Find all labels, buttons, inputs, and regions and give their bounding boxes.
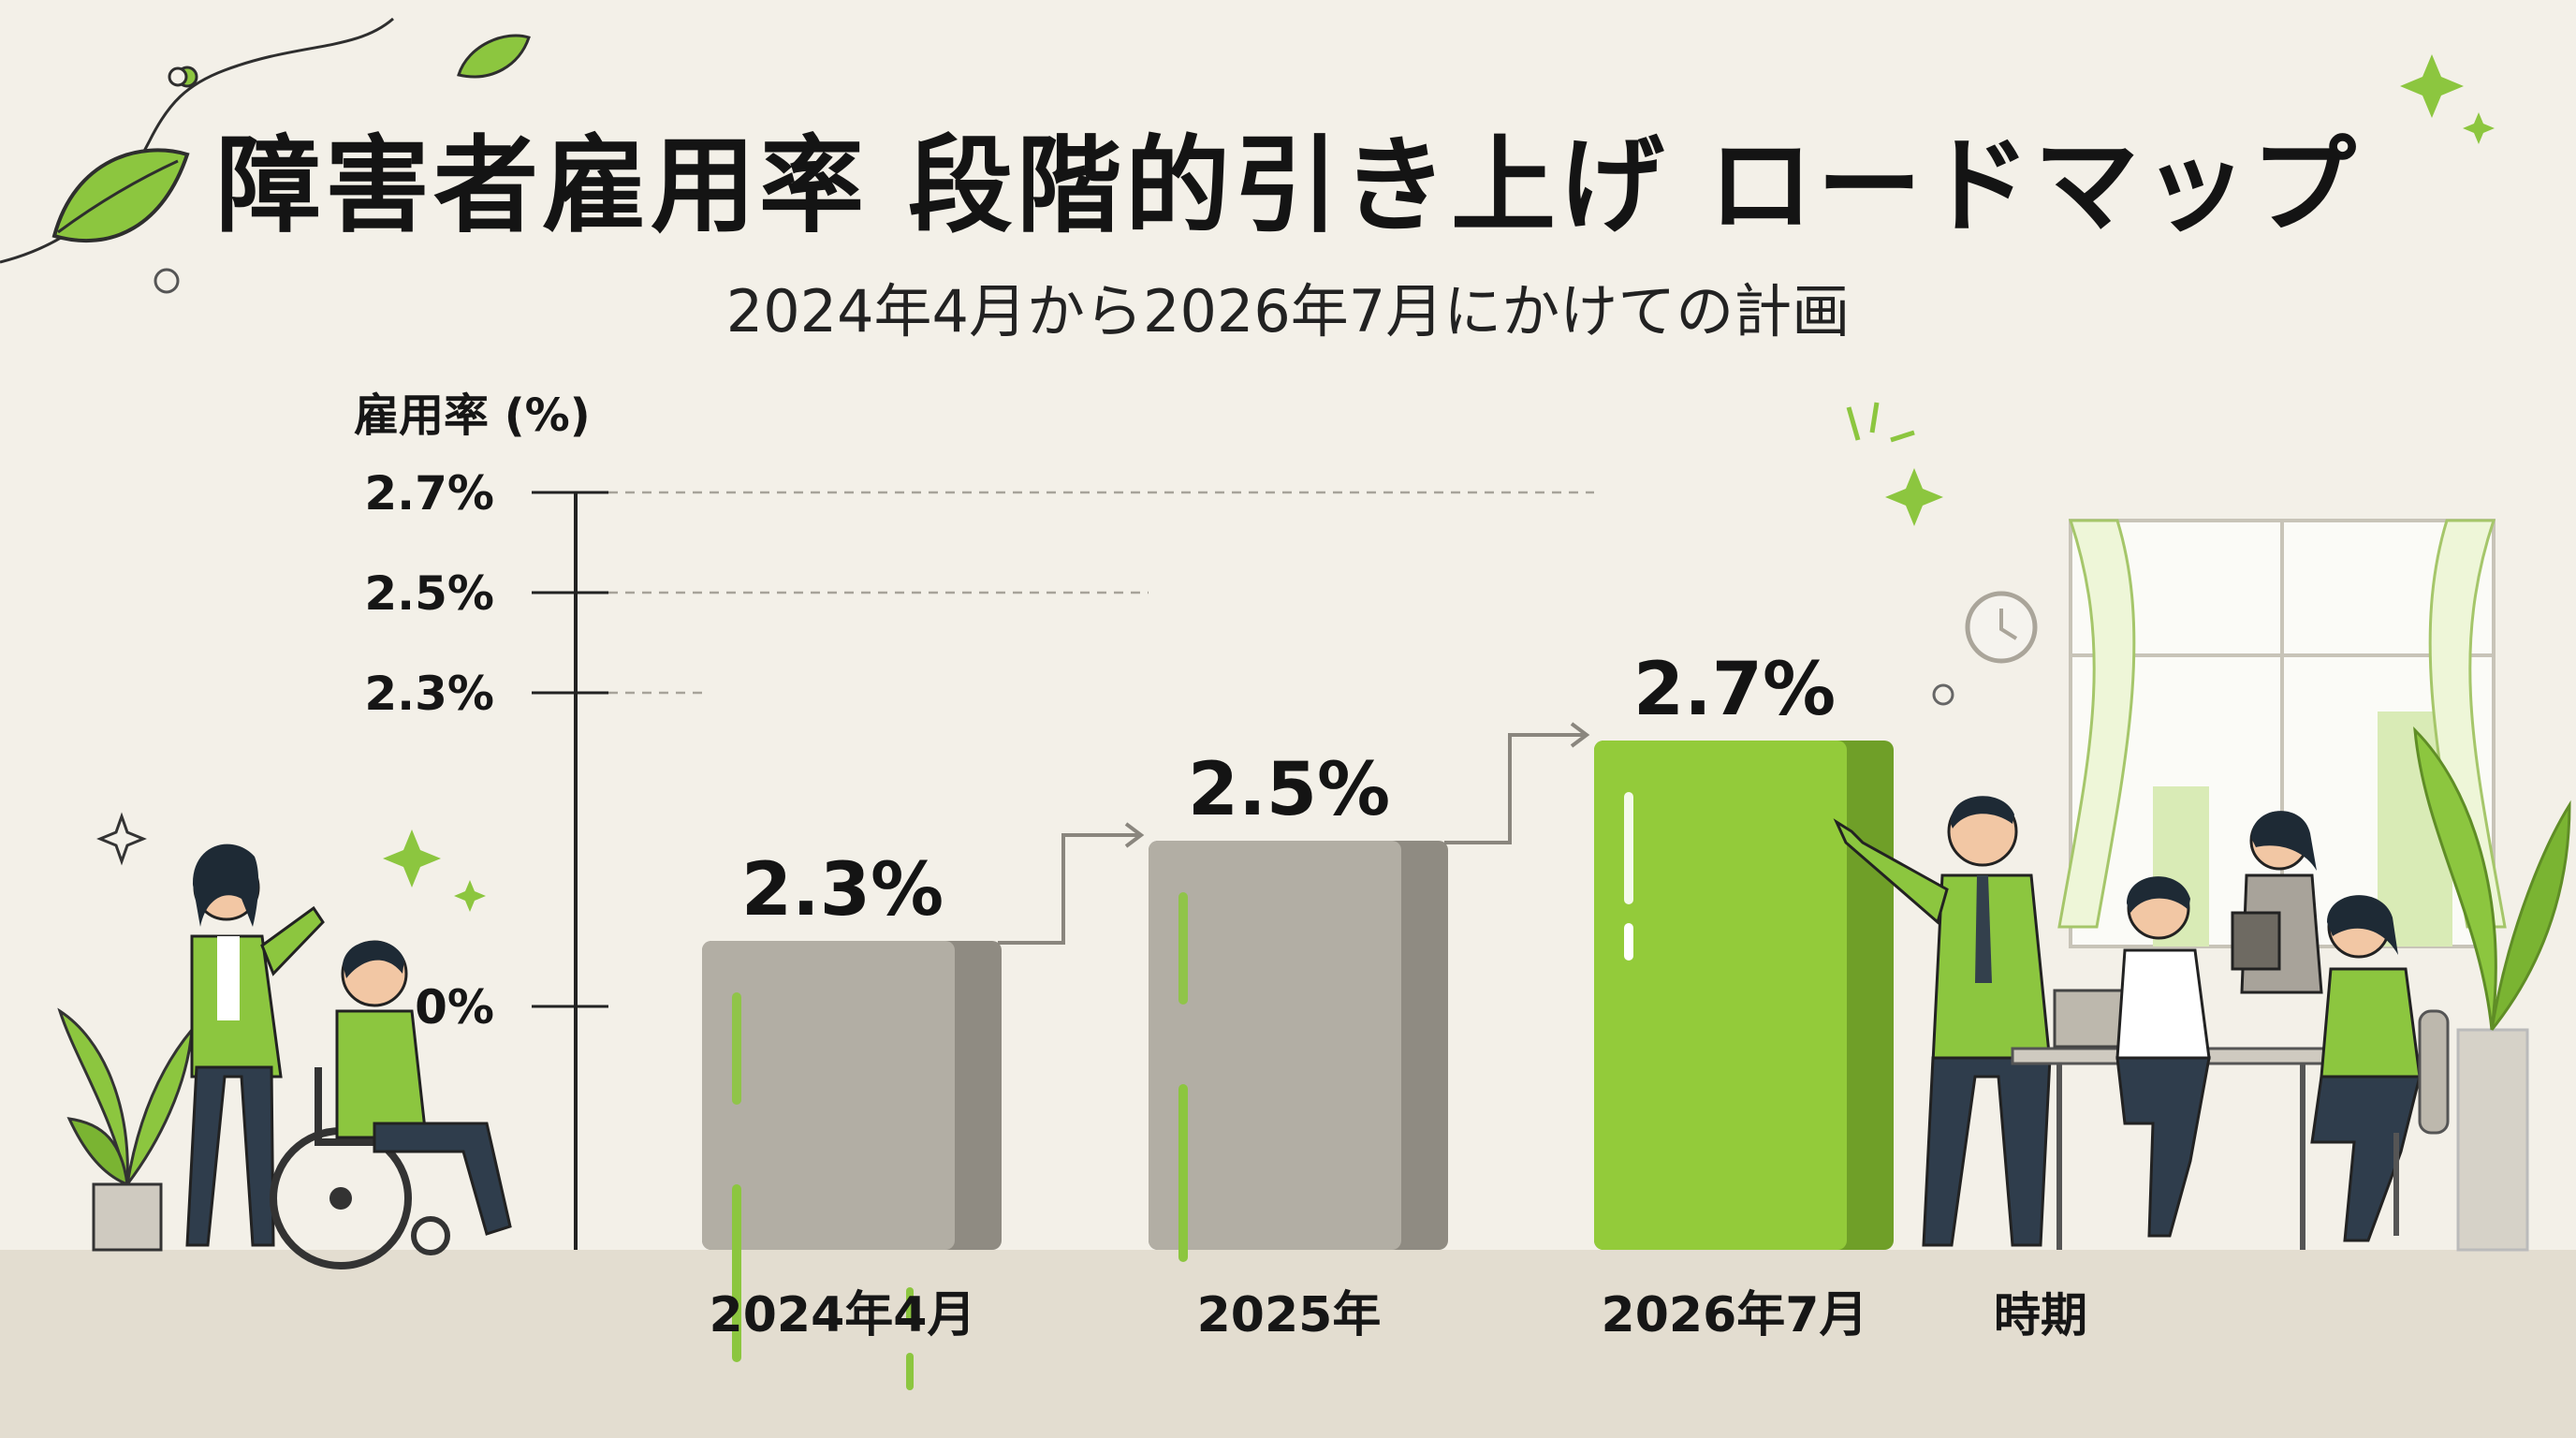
y-tick: 2.5% [364,566,1149,621]
y-tick: 0% [415,980,608,1034]
floor [0,1250,2576,1438]
bar-3 [1594,741,1894,1250]
leaf-icon [457,34,531,79]
bar-1 [702,941,1002,1390]
step-arrow [998,822,1145,945]
data-label: 2.5% [1188,748,1390,832]
category-label: 2026年7月 [1602,1287,1868,1343]
clock-icon [1965,591,2038,664]
dot-decoration [1932,683,1954,706]
leaf-icon [51,148,190,243]
page-subtitle: 2024年4月から2026年7月にかけての計画 [725,277,1851,345]
page-title: 障害者雇用率 段階的引き上げ ロードマップ [216,125,2360,247]
vine-decoration [0,17,394,294]
woman-with-wheelchair-user [57,844,512,1269]
y-axis-label: 雇用率 (%) [354,389,591,442]
y-tick-label: 2.3% [364,667,494,721]
data-label: 2.3% [741,848,944,932]
bar-2 [1149,841,1448,1262]
sparkle-icon [96,812,486,912]
y-tick-label: 2.7% [364,466,494,521]
sparkle-icon [2400,54,2495,144]
data-label: 2.7% [1633,648,1836,732]
step-arrow [1444,722,1590,844]
window-icon [2057,519,2507,948]
y-ticks: 0% 2.3% 2.5% 2.7% [364,466,1594,1034]
sparkle-icon [1846,402,1943,526]
potted-plant-icon [2413,726,2571,1252]
office-team-presenting [1833,796,2450,1250]
step-arrows [998,722,1590,945]
category-label: 2025年 [1197,1287,1382,1343]
y-tick: 2.3% [364,667,702,721]
x-axis-label: 時期 [1994,1288,2087,1343]
potted-plant-icon [57,1007,194,1252]
data-labels: 2.3% 2024年4月 2.5% 2025年 2.7% 2026年7月 [710,648,1868,1343]
y-tick-label: 0% [415,980,494,1034]
y-tick-label: 2.5% [364,566,494,621]
bars-layer [702,741,1894,1390]
y-tick: 2.7% [364,466,1594,521]
category-label: 2024年4月 [710,1287,976,1343]
